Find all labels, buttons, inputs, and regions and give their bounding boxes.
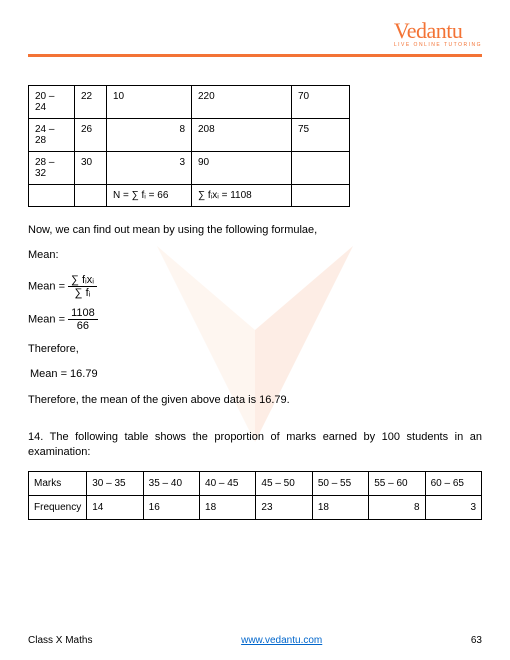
table-row: 20 – 24 22 10 220 70	[29, 86, 350, 119]
header: Vedantu LIVE ONLINE TUTORING	[28, 18, 482, 48]
logo-text: Vedantu	[394, 18, 482, 44]
therefore-text: Therefore,	[28, 342, 482, 357]
mean-formula-2: Mean = 110866	[28, 307, 482, 332]
intro-text: Now, we can find out mean by using the f…	[28, 223, 482, 238]
conclusion-text: Therefore, the mean of the given above d…	[28, 393, 482, 408]
table-row: Marks 30 – 35 35 – 40 40 – 45 45 – 50 50…	[29, 471, 482, 495]
mean-formula-1: Mean = ∑ fᵢxᵢ∑ fᵢ	[28, 274, 482, 299]
footer: Class X Maths www.vedantu.com 63	[28, 635, 482, 646]
data-table-2: Marks 30 – 35 35 – 40 40 – 45 45 – 50 50…	[28, 471, 482, 520]
mean-result: Mean = 16.79	[30, 367, 482, 382]
header-rule	[28, 54, 482, 57]
data-table-1: 20 – 24 22 10 220 70 24 – 28 26 8 208 75…	[28, 85, 350, 207]
footer-left: Class X Maths	[28, 635, 92, 646]
footer-link[interactable]: www.vedantu.com	[241, 635, 322, 646]
page-number: 63	[471, 635, 482, 646]
logo-tagline: LIVE ONLINE TUTORING	[394, 42, 482, 48]
table-row: 28 – 32 30 3 90	[29, 152, 350, 185]
table-row: N = ∑ fᵢ = 66 ∑ fᵢxᵢ = 1108	[29, 185, 350, 207]
mean-label: Mean:	[28, 248, 482, 263]
table-row: Frequency 14 16 18 23 18 8 3	[29, 495, 482, 519]
question-14: 14. The following table shows the propor…	[28, 430, 482, 461]
table-row: 24 – 28 26 8 208 75	[29, 119, 350, 152]
